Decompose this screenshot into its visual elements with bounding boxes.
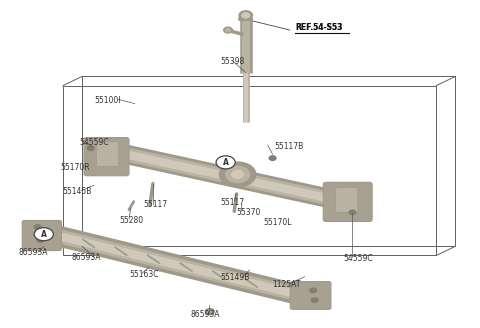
Text: 55145B: 55145B: [62, 187, 91, 196]
Text: 55280: 55280: [120, 216, 144, 225]
Circle shape: [216, 156, 235, 169]
Circle shape: [349, 210, 356, 215]
Text: 55117: 55117: [144, 200, 168, 209]
Circle shape: [226, 166, 250, 183]
Text: 55117B: 55117B: [275, 142, 304, 151]
Text: A: A: [223, 158, 228, 167]
FancyBboxPatch shape: [323, 182, 372, 221]
Circle shape: [310, 288, 317, 293]
FancyBboxPatch shape: [336, 188, 358, 212]
Circle shape: [87, 146, 94, 151]
Circle shape: [232, 171, 243, 178]
FancyBboxPatch shape: [290, 281, 331, 309]
Text: 54559C: 54559C: [343, 254, 372, 263]
Circle shape: [205, 309, 214, 315]
Circle shape: [219, 162, 256, 187]
Text: 86593A: 86593A: [72, 253, 101, 262]
Text: 55149B: 55149B: [220, 273, 249, 282]
FancyBboxPatch shape: [22, 220, 61, 251]
FancyBboxPatch shape: [84, 137, 129, 176]
Text: 55100I: 55100I: [94, 96, 120, 105]
Circle shape: [34, 228, 53, 241]
Circle shape: [269, 156, 276, 160]
Text: A: A: [41, 230, 47, 239]
FancyBboxPatch shape: [96, 142, 119, 167]
Text: 55170L: 55170L: [263, 218, 291, 227]
Circle shape: [242, 13, 250, 18]
Text: REF.54-S53: REF.54-S53: [295, 23, 342, 32]
Circle shape: [37, 238, 44, 242]
Circle shape: [239, 11, 252, 20]
Circle shape: [34, 225, 41, 229]
Text: 86593A: 86593A: [191, 310, 220, 319]
Text: 54559C: 54559C: [80, 138, 109, 147]
Text: 55370: 55370: [236, 208, 261, 217]
Text: REF.54-S53: REF.54-S53: [295, 23, 342, 32]
Text: 55163C: 55163C: [129, 270, 158, 278]
Text: 86593A: 86593A: [19, 248, 48, 257]
Text: 55398: 55398: [220, 57, 244, 66]
Text: 1125AT: 1125AT: [273, 280, 301, 289]
Text: 55117: 55117: [221, 198, 245, 207]
Circle shape: [226, 29, 230, 32]
Text: 55170R: 55170R: [60, 163, 90, 172]
Circle shape: [207, 310, 212, 313]
Circle shape: [312, 298, 318, 302]
Circle shape: [224, 27, 232, 33]
Bar: [63, 86, 436, 256]
